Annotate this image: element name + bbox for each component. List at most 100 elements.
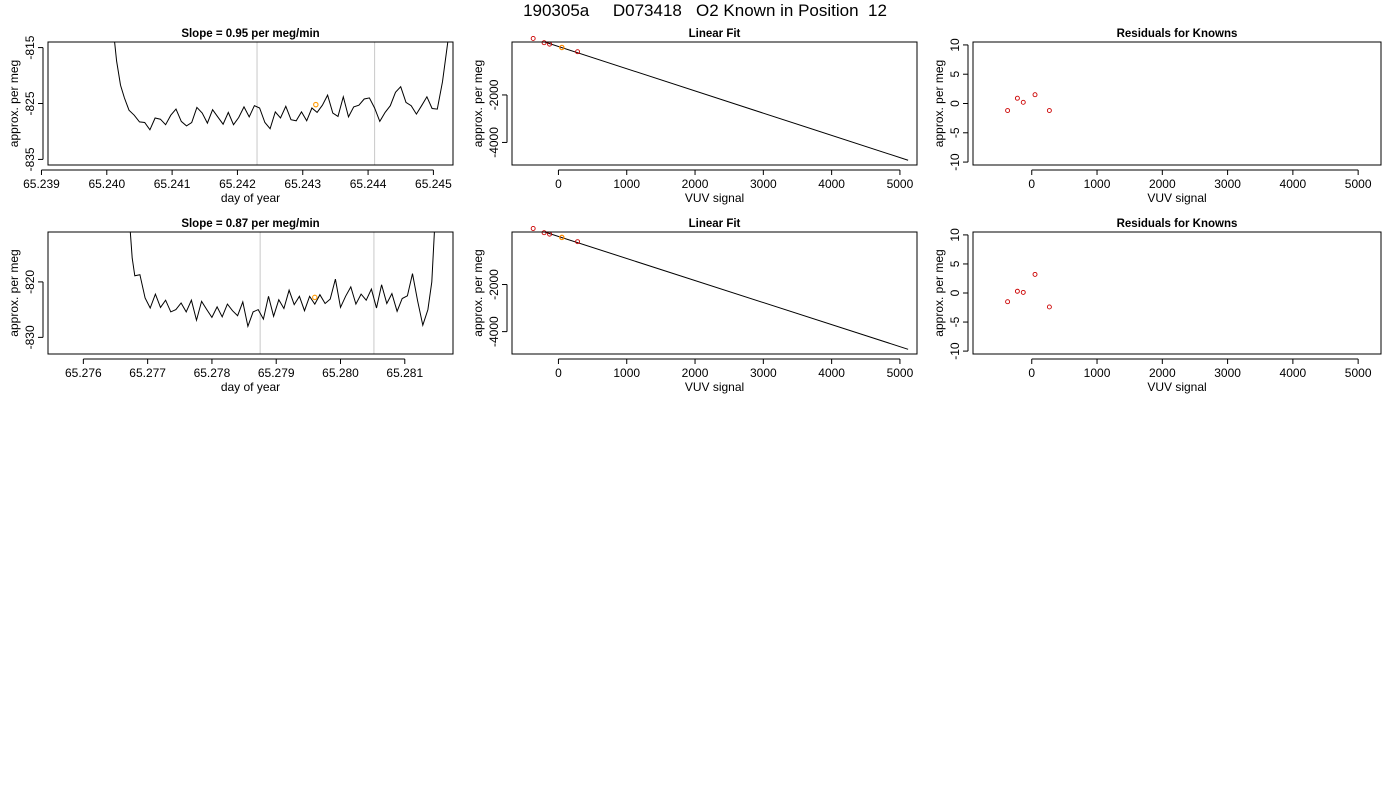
x-tick-label: 65.279 [258, 366, 295, 380]
data-point-5 [1046, 304, 1052, 310]
y-tick-label: -830 [23, 325, 37, 349]
y-tick-label: 10 [948, 228, 962, 242]
y-tick-label: 5 [948, 260, 962, 267]
x-tick-label: 5000 [1345, 366, 1372, 380]
y-tick-label: -5 [948, 316, 962, 327]
y-axis-label: approx. per meg [471, 249, 485, 336]
data-point-2 [541, 40, 547, 46]
data-point-1 [1005, 108, 1011, 113]
panel-title: Linear Fit [689, 28, 741, 40]
y-tick-label: -5 [948, 127, 962, 138]
y-tick-label: 5 [948, 71, 962, 78]
plot-frame [47, 231, 454, 355]
x-tick-label: 1000 [1084, 177, 1111, 191]
chart-panel-4: 65.276 65.277 65.278 65.279 65.280 65.281 -820… [7, 218, 454, 394]
y-tick-label: 0 [948, 289, 962, 296]
y-tick-label: -10 [948, 153, 962, 171]
data-point-4 [1032, 271, 1038, 277]
y-tick-label: -835 [23, 147, 37, 171]
y-tick-label: 10 [948, 38, 962, 52]
y-tick-label: -10 [948, 342, 962, 360]
x-tick-label: 2000 [1149, 366, 1176, 380]
data-point-1 [1005, 299, 1011, 305]
series-line [114, 42, 449, 131]
x-tick-label: 65.278 [194, 366, 231, 380]
x-tick-label: 4000 [1280, 366, 1307, 380]
panel-title: Residuals for Knowns [1117, 28, 1238, 40]
x-tick-label: 4000 [1280, 177, 1307, 191]
data-point-1 [530, 226, 536, 231]
fit-line [542, 232, 909, 350]
y-axis-label: approx. per meg [932, 249, 946, 336]
panel-title: Residuals for Knowns [1117, 218, 1238, 230]
y-axis-label: approx. per meg [7, 60, 21, 147]
chart-panel-3: 0 1000 2000 3000 4000 5000 10 5 0 -5 -10 Residuals … [932, 28, 1382, 205]
x-tick-label: 5000 [887, 177, 914, 191]
x-tick-label: 4000 [818, 177, 845, 191]
x-axis-label: VUV signal [1147, 191, 1206, 205]
x-tick-label: 1000 [1084, 366, 1111, 380]
panel-title: Slope = 0.95 per meg/min [181, 28, 319, 40]
highlight-point-1 [313, 101, 319, 108]
x-tick-label: 0 [1028, 366, 1035, 380]
data-point-1 [530, 35, 536, 41]
x-tick-label: 3000 [750, 177, 777, 191]
plot-frame [511, 41, 918, 166]
data-point-5 [575, 239, 581, 245]
data-point-5 [575, 49, 581, 55]
x-tick-label: 4000 [818, 366, 845, 380]
plot-frame [47, 41, 454, 166]
x-tick-label: 65.280 [322, 366, 359, 380]
chart-panel-2: 0 1000 2000 3000 4000 5000 -2000 -4000 Linear Fi… [471, 28, 918, 205]
x-tick-label: 65.239 [23, 177, 60, 191]
x-tick-label: 2000 [682, 366, 709, 380]
data-point-4 [1032, 92, 1038, 98]
chart-panel-6: 0 1000 2000 3000 4000 5000 10 5 0 -5 -10 Residuals … [932, 218, 1382, 394]
series-line [129, 232, 435, 329]
y-tick-label: -825 [23, 91, 37, 115]
x-tick-label: 0 [555, 366, 562, 380]
x-tick-label: 2000 [682, 177, 709, 191]
x-tick-label: 65.240 [88, 177, 125, 191]
page-title: 190305a D073418 O2 Known in Position 12 [523, 1, 887, 20]
x-axis-label: day of year [221, 380, 280, 394]
plot-frame [972, 41, 1382, 166]
y-axis-label: approx. per meg [471, 60, 485, 147]
y-tick-label: -2000 [487, 269, 501, 300]
x-axis-label: day of year [221, 191, 280, 205]
x-axis-label: VUV signal [685, 191, 744, 205]
x-tick-label: 5000 [1345, 177, 1372, 191]
x-tick-label: 65.276 [65, 366, 102, 380]
highlight-point-1 [559, 234, 565, 241]
chart-panel-1: 65.239 65.240 65.241 65.242 65.243 65.244 65.2… [7, 28, 454, 205]
x-tick-label: 65.277 [129, 366, 166, 380]
highlight-point-1 [559, 44, 565, 51]
highlight-point-1 [312, 294, 318, 301]
x-tick-label: 3000 [750, 366, 777, 380]
plot-frame [511, 231, 918, 355]
x-tick-label: 1000 [613, 177, 640, 191]
data-point-5 [1046, 108, 1052, 113]
x-tick-label: 0 [555, 177, 562, 191]
x-tick-label: 65.241 [154, 177, 191, 191]
x-tick-label: 3000 [1214, 177, 1241, 191]
y-tick-label: -820 [23, 270, 37, 294]
x-tick-label: 65.245 [415, 177, 452, 191]
data-point-3 [1020, 289, 1026, 295]
x-tick-label: 1000 [613, 366, 640, 380]
panel-title: Slope = 0.87 per meg/min [181, 218, 319, 230]
y-tick-label: -2000 [487, 79, 501, 110]
fit-line [542, 42, 909, 161]
data-point-2 [1014, 288, 1020, 294]
y-axis-label: approx. per meg [7, 249, 21, 336]
x-tick-label: 65.281 [386, 366, 423, 380]
x-tick-label: 3000 [1214, 366, 1241, 380]
y-tick-label: -815 [23, 35, 37, 59]
panel-title: Linear Fit [689, 218, 741, 230]
y-tick-label: -4000 [487, 127, 501, 158]
x-tick-label: 65.243 [284, 177, 321, 191]
y-tick-label: 0 [948, 100, 962, 107]
x-axis-label: VUV signal [685, 380, 744, 394]
x-tick-label: 2000 [1149, 177, 1176, 191]
